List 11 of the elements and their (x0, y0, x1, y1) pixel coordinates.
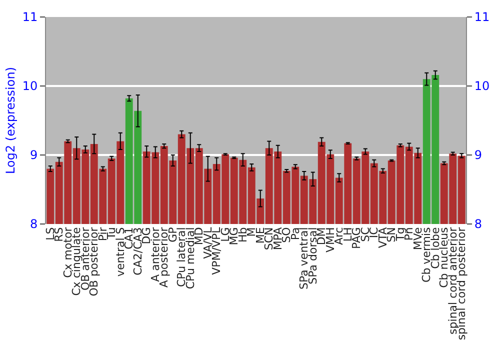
y-tick-label: 8 (30, 217, 38, 232)
x-tick-label: OB posterior (88, 226, 101, 296)
y2-tick-label: 10 (474, 79, 490, 94)
y-tick-label: 9 (30, 148, 38, 162)
y-axis-title: Log2 (expression) (4, 67, 18, 174)
y-tick-label: 10 (22, 79, 38, 94)
y-tick-label: 11 (22, 10, 38, 24)
y2-tick-label: 9 (474, 148, 482, 162)
y2-tick-label: 11 (474, 10, 490, 24)
x-tick-label: A posterior (158, 226, 171, 288)
y2-tick-label: 8 (474, 217, 482, 232)
